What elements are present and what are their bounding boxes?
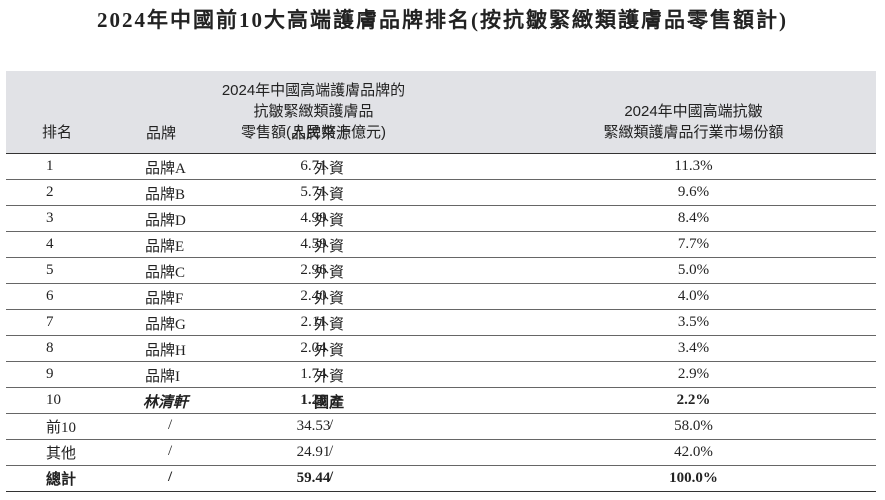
ranking-table: 排名 2024年中國高端護膚品牌的 抗皺緊緻類護膚品 零售額(人民幣十億元) 2… bbox=[6, 71, 876, 492]
page-title: 2024年中國前10大高端護膚品牌排名(按抗皺緊緻類護膚品零售額計) bbox=[97, 8, 788, 32]
cell-rank: 2 bbox=[6, 179, 116, 206]
cell-rank: 6 bbox=[6, 283, 116, 310]
cell-share: 7.7% bbox=[511, 231, 876, 258]
cell-share: 2.2% bbox=[511, 387, 876, 414]
table-row: 4 品牌E 外資 4.59 7.7% bbox=[6, 231, 876, 258]
cell-sales: 5.71 bbox=[116, 179, 511, 206]
cell-rank: 4 bbox=[6, 231, 116, 258]
header-share: 2024年中國高端抗皺 緊緻類護膚品行業市場份額 bbox=[511, 71, 876, 154]
cell-share: 2.9% bbox=[511, 361, 876, 388]
table-row: 10 林清軒 國產 1.28 2.2% bbox=[6, 387, 876, 414]
brand-text: 品牌B bbox=[145, 187, 186, 203]
cell-sales: 1.74 bbox=[116, 361, 511, 388]
header-sales-line-3: 零售額(人民幣十億元) bbox=[241, 123, 386, 141]
cell-share: 3.5% bbox=[511, 309, 876, 336]
header-origin-label: 品牌來源 bbox=[291, 125, 352, 142]
table-header-row: 排名 2024年中國高端護膚品牌的 抗皺緊緻類護膚品 零售額(人民幣十億元) 2… bbox=[6, 71, 876, 154]
table-row: 8 品牌H 外資 2.04 3.4% bbox=[6, 335, 876, 362]
header-share-line-2: 緊緻類護膚品行業市場份額 bbox=[603, 123, 784, 141]
cell-share: 11.3% bbox=[511, 153, 876, 180]
table-row: 6 品牌F 外資 2.40 4.0% bbox=[6, 283, 876, 310]
brand-text: 林清軒 bbox=[143, 395, 189, 411]
cell-rank: 前10 bbox=[6, 413, 116, 440]
cell-rank: 3 bbox=[6, 205, 116, 232]
header-rank: 排名 bbox=[6, 71, 116, 154]
brand-text: 品牌F bbox=[145, 291, 184, 307]
cell-sales: 6.71 bbox=[116, 153, 511, 180]
cell-sales: 1.28 bbox=[116, 387, 511, 414]
cell-sales: 2.11 bbox=[116, 309, 511, 336]
cell-sales: 2.40 bbox=[116, 283, 511, 310]
origin-text: 外資 bbox=[314, 213, 345, 229]
cell-sales: 59.44 bbox=[116, 465, 511, 492]
origin-text: 外資 bbox=[314, 265, 345, 281]
header-share-line-1: 2024年中國高端抗皺 bbox=[624, 102, 763, 120]
table-body: 1 品牌A 外資 6.71 11.3% 2 品牌B 外資 5.71 9.6% 3 品牌D 外資 4.99 8… bbox=[6, 153, 876, 492]
cell-sales: 34.53 bbox=[116, 413, 511, 440]
cell-share: 58.0% bbox=[511, 413, 876, 440]
brand-text: / bbox=[168, 417, 173, 433]
origin-text: 外資 bbox=[314, 317, 345, 333]
cell-sales: 24.91 bbox=[116, 439, 511, 466]
header-sales-line-1: 2024年中國高端護膚品牌的 bbox=[221, 81, 406, 99]
brand-text: 品牌I bbox=[145, 369, 180, 385]
table-row: 3 品牌D 外資 4.99 8.4% bbox=[6, 205, 876, 232]
origin-text: / bbox=[329, 443, 334, 459]
origin-text: / bbox=[329, 469, 334, 485]
cell-rank: 總計 bbox=[6, 465, 116, 492]
cell-share: 9.6% bbox=[511, 179, 876, 206]
cell-rank: 1 bbox=[6, 153, 116, 180]
cell-rank: 5 bbox=[6, 257, 116, 284]
brand-text: 品牌G bbox=[145, 317, 186, 333]
cell-share: 3.4% bbox=[511, 335, 876, 362]
origin-text: 外資 bbox=[314, 369, 345, 385]
brand-text: / bbox=[168, 469, 173, 485]
brand-text: 品牌E bbox=[145, 239, 185, 255]
brand-text: 品牌A bbox=[145, 161, 186, 177]
table-row: 9 品牌I 外資 1.74 2.9% bbox=[6, 361, 876, 388]
cell-share: 5.0% bbox=[511, 257, 876, 284]
table-row: 5 品牌C 外資 2.96 5.0% bbox=[6, 257, 876, 284]
origin-text: 外資 bbox=[314, 161, 345, 177]
table-row: 其他 / /24.91 42.0% bbox=[6, 439, 876, 466]
origin-text: 外資 bbox=[314, 187, 345, 203]
table-row: 前10 / /34.53 58.0% bbox=[6, 413, 876, 440]
origin-text: / bbox=[329, 417, 334, 433]
origin-text: 外資 bbox=[314, 343, 345, 359]
table-row: 1 品牌A 外資 6.71 11.3% bbox=[6, 153, 876, 180]
cell-rank: 9 bbox=[6, 361, 116, 388]
cell-share: 100.0% bbox=[511, 465, 876, 492]
brand-text: 品牌H bbox=[145, 343, 186, 359]
cell-sales: 4.99 bbox=[116, 205, 511, 232]
header-sales-line-2: 抗皺緊緻類護膚品 bbox=[253, 102, 374, 120]
table-row: 總計 / /59.44 100.0% bbox=[6, 465, 876, 492]
cell-share: 4.0% bbox=[511, 283, 876, 310]
cell-rank: 8 bbox=[6, 335, 116, 362]
cell-share: 8.4% bbox=[511, 205, 876, 232]
origin-text: 外資 bbox=[314, 239, 345, 255]
origin-text: 國產 bbox=[314, 394, 345, 411]
header-sales: 2024年中國高端護膚品牌的 抗皺緊緻類護膚品 零售額(人民幣十億元) bbox=[116, 71, 511, 154]
cell-share: 42.0% bbox=[511, 439, 876, 466]
table-row: 2 品牌B 外資 5.71 9.6% bbox=[6, 179, 876, 206]
brand-text: / bbox=[168, 443, 173, 459]
cell-rank: 10 bbox=[6, 387, 116, 414]
origin-text: 外資 bbox=[314, 291, 345, 307]
cell-sales: 2.04 bbox=[116, 335, 511, 362]
cell-sales: 2.96 bbox=[116, 257, 511, 284]
cell-sales: 4.59 bbox=[116, 231, 511, 258]
cell-rank: 7 bbox=[6, 309, 116, 336]
table-row: 7 品牌G 外資 2.11 3.5% bbox=[6, 309, 876, 336]
brand-text: 品牌D bbox=[145, 213, 186, 229]
brand-text: 品牌C bbox=[145, 265, 186, 281]
header-brand-label: 品牌 bbox=[146, 125, 177, 142]
cell-rank: 其他 bbox=[6, 439, 116, 466]
